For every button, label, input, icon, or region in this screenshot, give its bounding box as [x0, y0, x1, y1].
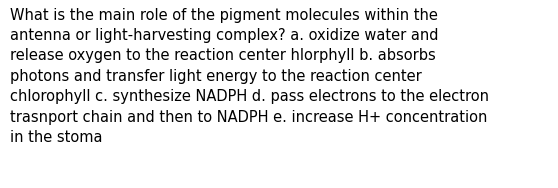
- Text: What is the main role of the pigment molecules within the
antenna or light-harve: What is the main role of the pigment mol…: [10, 8, 489, 145]
